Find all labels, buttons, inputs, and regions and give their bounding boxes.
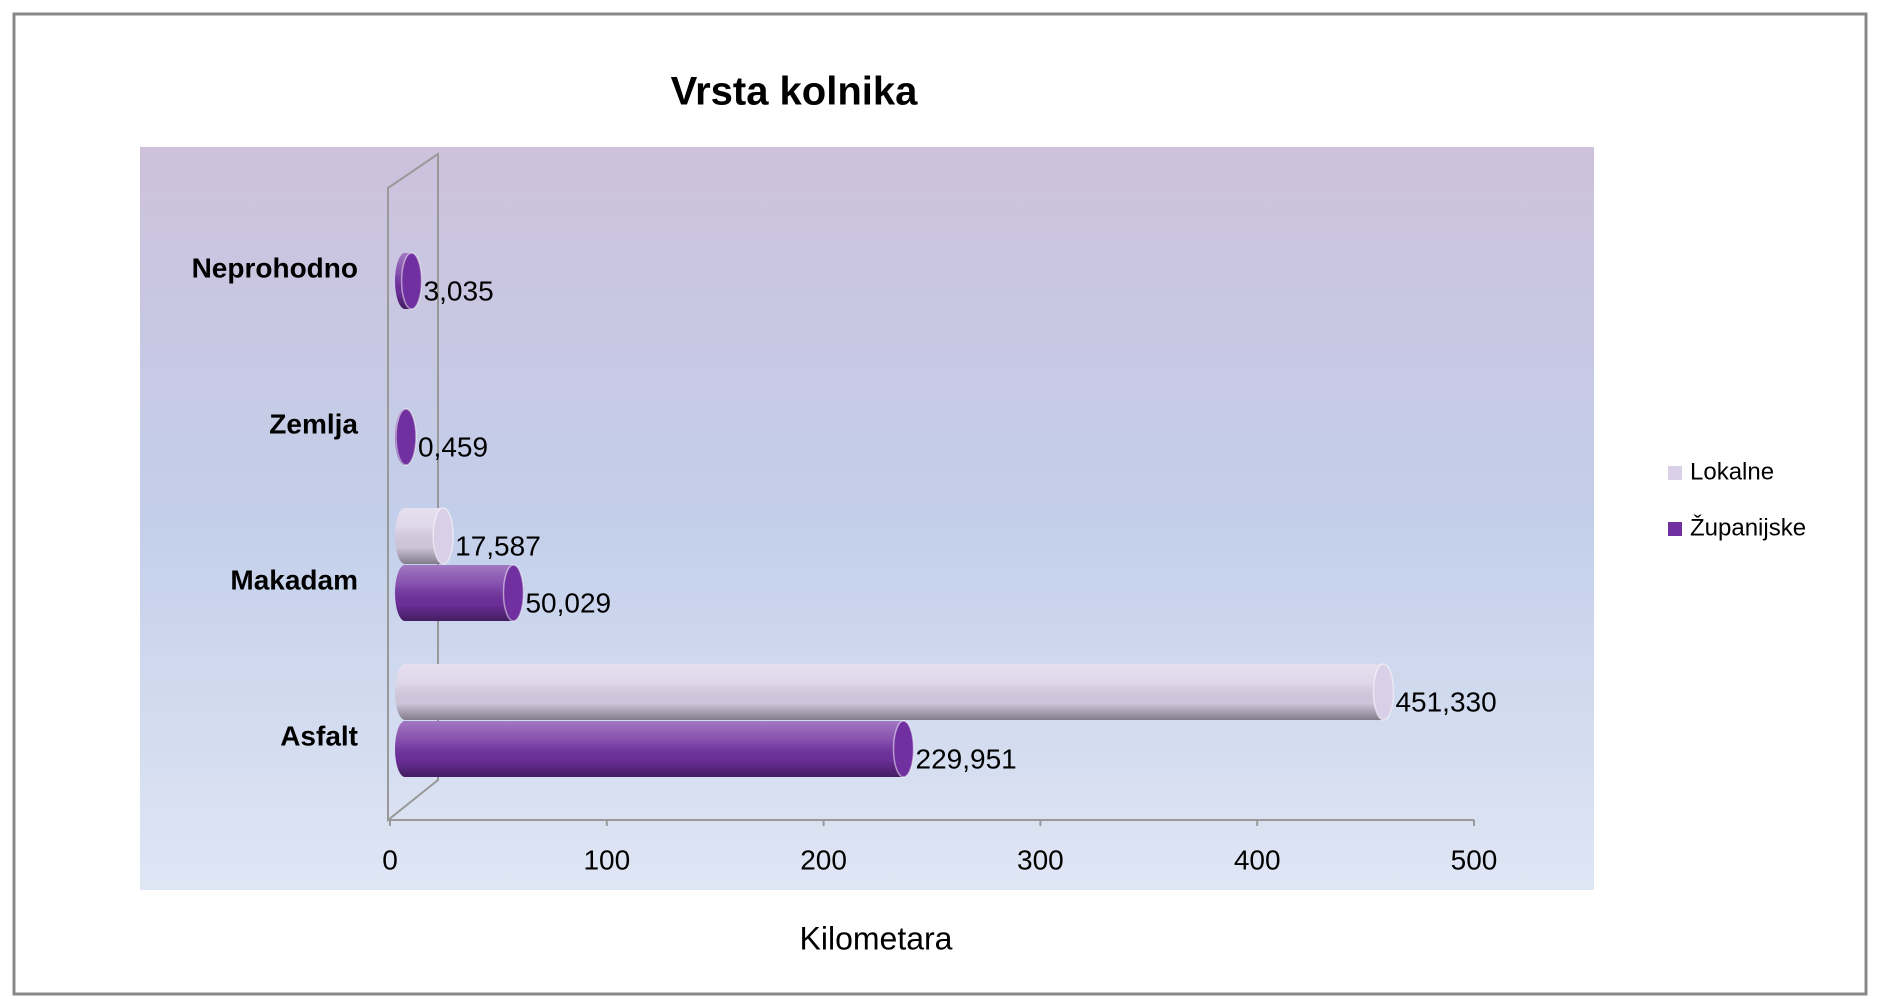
- x-tick-label: 0: [382, 844, 398, 875]
- bar-cap: [432, 507, 454, 565]
- legend-label: Županijske: [1690, 514, 1806, 541]
- data-label: 3,035: [424, 275, 494, 306]
- chart-title: Vrsta kolnika: [671, 70, 919, 114]
- plot-area: [140, 147, 1594, 890]
- data-label: 0,459: [418, 431, 488, 462]
- bar-shading: [395, 565, 524, 621]
- x-tick-label: 500: [1451, 844, 1498, 875]
- data-label: 229,951: [916, 743, 1017, 774]
- legend-label: Lokalne: [1690, 458, 1774, 485]
- bar-cap: [400, 252, 423, 310]
- legend-swatch: [1668, 466, 1682, 480]
- x-tick-label: 200: [800, 844, 847, 875]
- y-tick-label: Makadam: [230, 564, 358, 595]
- y-tick-label: Zemlja: [269, 408, 358, 439]
- data-label: 451,330: [1395, 686, 1496, 717]
- x-tick-label: 100: [583, 844, 630, 875]
- y-tick-label: Neprohodno: [192, 252, 358, 283]
- back-wall: [387, 152, 439, 823]
- bar-cap: [395, 408, 417, 466]
- bar-shading: [395, 664, 1394, 720]
- bar-cap: [892, 720, 915, 778]
- y-tick-label: Asfalt: [280, 720, 358, 751]
- data-label: 17,587: [455, 530, 541, 561]
- x-axis-title: Kilometara: [800, 920, 953, 956]
- legend-swatch: [1668, 522, 1682, 536]
- bar-cap: [1372, 663, 1395, 721]
- bar-cap: [502, 564, 525, 622]
- data-label: 50,029: [525, 587, 611, 618]
- x-tick-label: 300: [1017, 844, 1064, 875]
- x-tick-label: 400: [1234, 844, 1281, 875]
- bar-shading: [395, 721, 914, 777]
